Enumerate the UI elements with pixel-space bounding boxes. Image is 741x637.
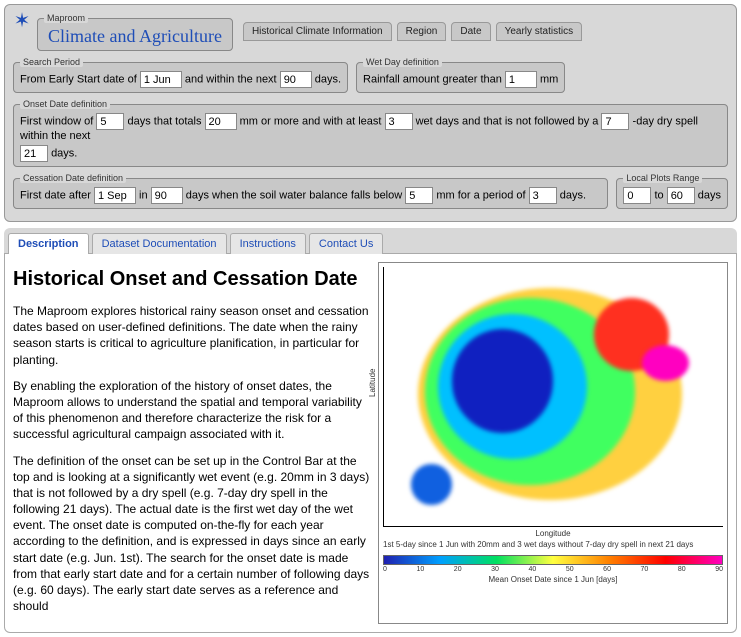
onset-nextdays-input[interactable] xyxy=(20,145,48,162)
wet-day-legend: Wet Day definition xyxy=(363,57,442,67)
label: days. xyxy=(315,74,341,86)
cessation-fieldset: Cessation Date definition First date aft… xyxy=(13,173,608,209)
tabs-container: Description Dataset Documentation Instru… xyxy=(4,228,737,633)
logo-star-icon: ✶ xyxy=(11,11,33,33)
onset-dryspell-input[interactable] xyxy=(601,113,629,130)
colorbar-tick: 70 xyxy=(641,566,649,573)
colorbar-tick: 20 xyxy=(454,566,462,573)
cessation-legend: Cessation Date definition xyxy=(20,173,126,183)
colorbar-tick: 60 xyxy=(603,566,611,573)
colorbar-tick: 50 xyxy=(566,566,574,573)
tab-instructions[interactable]: Instructions xyxy=(230,233,306,254)
map-canvas[interactable]: Latitude xyxy=(383,267,723,527)
plotrange-from-input[interactable] xyxy=(623,187,651,204)
label: First window of xyxy=(20,116,93,128)
colorbar-tick: 0 xyxy=(383,566,387,573)
colorbar-ticks: 0 10 20 30 40 50 60 70 80 90 xyxy=(383,566,723,573)
paragraph: By enabling the exploration of the histo… xyxy=(13,378,370,443)
control-panel: ✶ Maproom Climate and Agriculture Histor… xyxy=(4,4,737,222)
label: days. xyxy=(560,190,586,202)
label: days when the soil water balance falls b… xyxy=(186,190,402,202)
colorbar-tick: 80 xyxy=(678,566,686,573)
pill-date[interactable]: Date xyxy=(451,22,490,41)
description-text: Historical Onset and Cessation Date The … xyxy=(13,262,370,624)
tabbar: Description Dataset Documentation Instru… xyxy=(4,228,737,254)
map-blob xyxy=(642,345,689,381)
colorbar-tick: 40 xyxy=(528,566,536,573)
cess-afterdate-input[interactable] xyxy=(94,187,136,204)
map-xlabel: Longitude xyxy=(383,529,723,538)
tab-description[interactable]: Description xyxy=(8,233,89,254)
maproom-title[interactable]: Climate and Agriculture xyxy=(44,25,226,48)
map-panel: Latitude Longitude 1st 5-day since 1 Jun… xyxy=(378,262,728,624)
label: mm xyxy=(540,74,558,86)
label: mm or more and with at least xyxy=(240,116,382,128)
tab-dataset[interactable]: Dataset Documentation xyxy=(92,233,227,254)
search-period-fieldset: Search Period From Early Start date of a… xyxy=(13,57,348,93)
cess-indays-input[interactable] xyxy=(151,187,183,204)
map-blob xyxy=(452,329,554,433)
colorbar-tick: 90 xyxy=(715,566,723,573)
onset-wetdays-input[interactable] xyxy=(385,113,413,130)
maproom-legend: Maproom xyxy=(44,13,88,23)
label: days xyxy=(698,190,721,202)
label: mm for a period of xyxy=(436,190,525,202)
pill-region[interactable]: Region xyxy=(397,22,447,41)
colorbar xyxy=(383,555,723,565)
rainfall-amount-input[interactable] xyxy=(505,71,537,88)
onset-total-input[interactable] xyxy=(205,113,237,130)
colorbar-title: Mean Onset Date since 1 Jun [days] xyxy=(383,575,723,584)
wet-day-fieldset: Wet Day definition Rainfall amount great… xyxy=(356,57,565,93)
plot-range-legend: Local Plots Range xyxy=(623,173,702,183)
map-ylabel: Latitude xyxy=(368,368,377,396)
onset-fieldset: Onset Date definition First window of da… xyxy=(13,99,728,167)
search-days-input[interactable] xyxy=(280,71,312,88)
page-title: Historical Onset and Cessation Date xyxy=(13,266,370,293)
label: From Early Start date of xyxy=(20,74,137,86)
early-start-date-input[interactable] xyxy=(140,71,182,88)
pill-yearly[interactable]: Yearly statistics xyxy=(496,22,583,41)
label: and within the next xyxy=(185,74,277,86)
colorbar-tick: 10 xyxy=(416,566,424,573)
label: days that totals xyxy=(127,116,201,128)
map-blob xyxy=(411,464,452,505)
label: Rainfall amount greater than xyxy=(363,74,502,86)
label: in xyxy=(139,190,148,202)
label: wet days and that is not followed by a xyxy=(416,116,599,128)
paragraph: The definition of the onset can be set u… xyxy=(13,453,370,615)
onset-legend: Onset Date definition xyxy=(20,99,110,109)
label: to xyxy=(654,190,663,202)
paragraph: The Maproom explores historical rainy se… xyxy=(13,303,370,368)
tab-contact[interactable]: Contact Us xyxy=(309,233,383,254)
label: First date after xyxy=(20,190,91,202)
pill-historical[interactable]: Historical Climate Information xyxy=(243,22,392,41)
map-caption: 1st 5-day since 1 Jun with 20mm and 3 we… xyxy=(383,540,723,549)
search-period-legend: Search Period xyxy=(20,57,83,67)
cess-period-input[interactable] xyxy=(529,187,557,204)
colorbar-tick: 30 xyxy=(491,566,499,573)
plotrange-to-input[interactable] xyxy=(667,187,695,204)
content-area: Historical Onset and Cessation Date The … xyxy=(4,254,737,633)
label: days. xyxy=(51,148,77,160)
cess-below-input[interactable] xyxy=(405,187,433,204)
plot-range-fieldset: Local Plots Range to days xyxy=(616,173,728,209)
onset-window-input[interactable] xyxy=(96,113,124,130)
maproom-fieldset: Maproom Climate and Agriculture xyxy=(37,13,233,51)
